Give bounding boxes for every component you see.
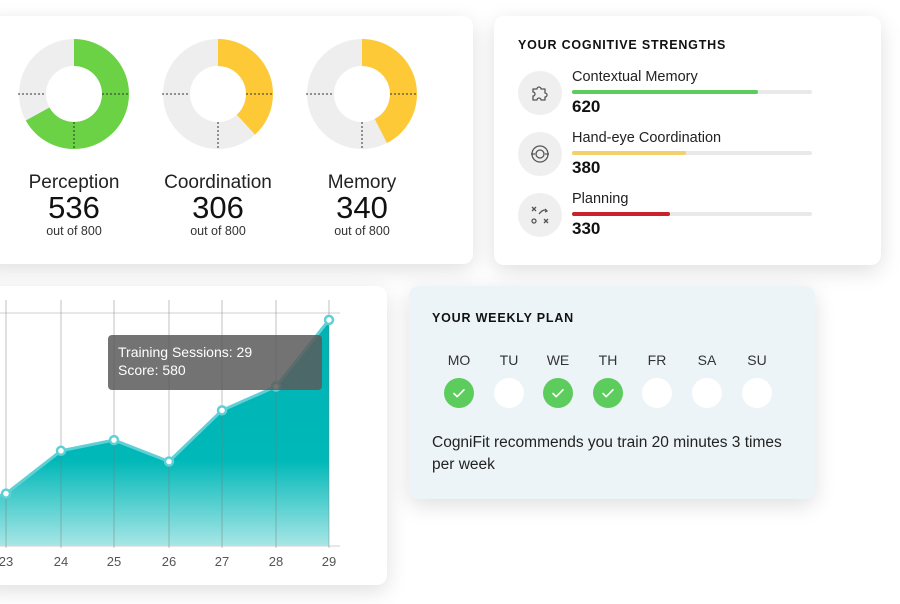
score-max: out of 800 (46, 224, 102, 238)
strength-bar (572, 212, 812, 216)
day-tu[interactable]: TU (492, 352, 526, 408)
score-line (0, 318, 331, 497)
progress-chart: 23 24 25 26 27 28 29 (0, 300, 340, 569)
strength-bar (572, 90, 812, 94)
weekly-plan-card: YOUR WEEKLY PLAN MO TU WE TH FR SA SU CogniFit… (409, 286, 815, 499)
tooltip-sessions: Training Sessions: 29 (118, 344, 253, 360)
perception-donut (18, 39, 130, 150)
strength-bar-fill (572, 90, 758, 94)
day-label: WE (546, 352, 570, 368)
strength-label: Planning (572, 191, 629, 207)
score-name: Memory (327, 172, 397, 193)
strengths-title: YOUR COGNITIVE STRENGTHS (518, 38, 727, 52)
donut-value-arc (362, 39, 417, 144)
day-label: FR (647, 352, 667, 368)
strengths-card: YOUR COGNITIVE STRENGTHS Contextual Memo… (494, 16, 881, 265)
x-tick-label: 24 (54, 554, 68, 569)
score-value: 340 (336, 190, 388, 225)
strength-bar (572, 151, 812, 155)
scores-card: Perception 536 out of 800 Coordination 3… (0, 16, 473, 264)
chart-tooltip: Training Sessions: 29 Score: 580 (108, 335, 322, 390)
score-max: out of 800 (334, 224, 390, 238)
strategy-icon (518, 193, 562, 237)
weekly-plan-title: YOUR WEEKLY PLAN (432, 311, 574, 325)
data-point-23[interactable] (0, 488, 12, 499)
target-icon (518, 132, 562, 176)
x-tick-label: 29 (322, 554, 336, 569)
x-tick-label: 25 (107, 554, 121, 569)
day-completed-indicator (593, 378, 623, 408)
checkmark-icon (552, 389, 564, 398)
coordination-donut (162, 39, 274, 150)
day-th[interactable]: TH (591, 352, 625, 408)
strength-bar-fill (572, 212, 671, 216)
strength-planning: Planning 330 (516, 191, 816, 243)
strength-label: Contextual Memory (572, 69, 698, 85)
day-pending-indicator (692, 378, 722, 408)
score-value: 306 (192, 190, 244, 225)
day-completed-indicator (543, 378, 573, 408)
day-completed-indicator (444, 378, 474, 408)
strength-value: 620 (572, 97, 601, 116)
donut-value-arc (218, 39, 273, 135)
day-label: SA (697, 352, 717, 368)
progress-chart-card: 23 24 25 26 27 28 29 Training Sessions: 29 Sco… (0, 286, 387, 585)
x-tick-label: 27 (215, 554, 229, 569)
data-point-24[interactable] (55, 445, 67, 457)
day-mo[interactable]: MO (442, 352, 476, 408)
tooltip-score: Score: 580 (118, 362, 186, 378)
day-fr[interactable]: FR (640, 352, 674, 408)
day-label: TU (499, 352, 519, 368)
score-name: Coordination (164, 172, 272, 193)
strength-value: 380 (572, 158, 601, 177)
day-label: TH (598, 352, 618, 368)
day-label: SU (747, 352, 767, 368)
day-pending-indicator (642, 378, 672, 408)
x-tick-label: 26 (162, 554, 176, 569)
day-pending-indicator (494, 378, 524, 408)
checkmark-icon (453, 389, 465, 398)
data-point-26[interactable] (163, 456, 175, 467)
x-tick-label: 28 (269, 554, 283, 569)
score-max: out of 800 (190, 224, 246, 238)
donut-value-arc (25, 39, 130, 149)
x-tick-label: 23 (0, 554, 13, 569)
checkmark-icon (602, 389, 614, 398)
score-name: Perception (28, 172, 120, 193)
day-su[interactable]: SU (740, 352, 774, 408)
score-area (0, 319, 329, 546)
strength-bar-fill (572, 151, 686, 155)
day-we[interactable]: WE (541, 352, 575, 408)
data-point-25[interactable] (108, 434, 120, 446)
day-sa[interactable]: SA (690, 352, 724, 408)
day-label: MO (447, 352, 471, 368)
strength-value: 330 (572, 219, 601, 238)
strength-hand-eye-coordination: Hand-eye Coordination 380 (516, 130, 816, 182)
strength-label: Hand-eye Coordination (572, 130, 722, 146)
data-point-27[interactable] (216, 405, 228, 416)
puzzle-icon (518, 71, 562, 115)
strength-contextual-memory: Contextual Memory 620 (516, 69, 816, 121)
score-value: 536 (48, 190, 100, 225)
day-pending-indicator (742, 378, 772, 408)
plan-recommendation: CogniFit recommends you train 20 minutes… (432, 434, 782, 473)
data-point-29[interactable] (323, 314, 335, 326)
memory-donut (306, 39, 418, 150)
